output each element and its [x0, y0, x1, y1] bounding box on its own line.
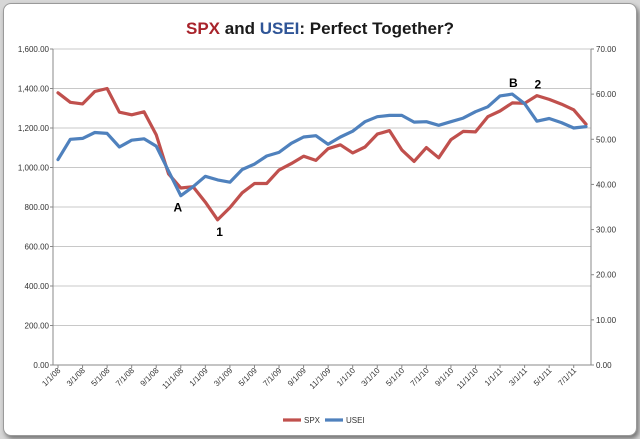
y-left-tick-label: 800.00 [25, 203, 50, 212]
x-tick-label: 7/1/11 [556, 366, 578, 388]
y-left-tick-label: 0.00 [33, 361, 49, 370]
y-right-tick-label: 70.00 [596, 45, 617, 54]
x-tick-label: 7/1/08 [114, 366, 136, 388]
y-left-tick-label: 1,600.00 [18, 45, 50, 54]
y-right-tick-label: 20.00 [596, 271, 617, 280]
x-tick-label: 5/1/10 [384, 366, 406, 388]
title-rest: : Perfect Together? [299, 19, 454, 38]
x-tick-label: 7/1/09 [261, 366, 283, 388]
legend-label-spx: SPX [304, 416, 321, 425]
y-left-tick-label: 400.00 [25, 282, 50, 291]
x-tick-label: 11/1/10 [455, 366, 480, 391]
x-tick-label: 3/1/11 [507, 366, 529, 388]
chart-title: SPX and USEI: Perfect Together? [4, 19, 636, 39]
x-tick-label: 1/1/10 [335, 366, 357, 388]
annotation-2: 2 [535, 78, 542, 92]
series-line-usei [56, 92, 588, 198]
y-left-tick-label: 1,000.00 [18, 164, 50, 173]
x-tick-label: 7/1/10 [409, 366, 431, 388]
y-left-tick-label: 200.00 [25, 322, 50, 331]
y-left-tick-label: 600.00 [25, 243, 50, 252]
line-chart: 0.00 200.00 400.00 600.00 800.00 1,000.00 1,20… [18, 45, 617, 425]
x-tick-label: 1/1/09 [188, 366, 210, 388]
legend-label-usei: USEI [346, 416, 365, 425]
x-tick-label: 3/1/09 [212, 366, 234, 388]
x-tick-label: 1/1/11 [483, 366, 505, 388]
x-tick-label: 5/1/08 [89, 366, 111, 388]
y-right-tick-label: 40.00 [596, 180, 617, 189]
title-spx: SPX [186, 19, 221, 38]
x-tick-label: 5/1/09 [237, 366, 259, 388]
y-right-tick-label: 50.00 [596, 135, 617, 144]
x-tick-label: 9/1/09 [286, 366, 308, 388]
x-tick-label: 3/1/08 [65, 366, 87, 388]
y-right-tick-label: 60.00 [596, 90, 617, 99]
series-line-spx [56, 86, 588, 222]
y-right-tick-label: 30.00 [596, 226, 617, 235]
y-left-tick-label: 1,400.00 [18, 85, 50, 94]
annotation-1: 1 [216, 225, 223, 239]
y-left-tick-label: 1,200.00 [18, 124, 50, 133]
y-right-tick-label: 0.00 [596, 361, 612, 370]
annotation-B: B [509, 76, 518, 90]
title-usei: USEI [259, 19, 300, 38]
annotation-A: A [173, 201, 182, 215]
y-right-tick-label: 10.00 [596, 316, 617, 325]
x-tick-label: 11/1/08 [160, 366, 185, 391]
x-tick-label: 9/1/10 [433, 366, 455, 388]
x-tick-label: 3/1/10 [360, 366, 382, 388]
chart-frame: SPX and USEI: Perfect Together? 0.00 200.… [3, 3, 637, 436]
x-tick-label: 9/1/08 [139, 366, 161, 388]
x-tick-label: 11/1/09 [308, 366, 333, 391]
title-and: and [220, 19, 260, 38]
x-tick-label: 5/1/11 [532, 366, 554, 388]
